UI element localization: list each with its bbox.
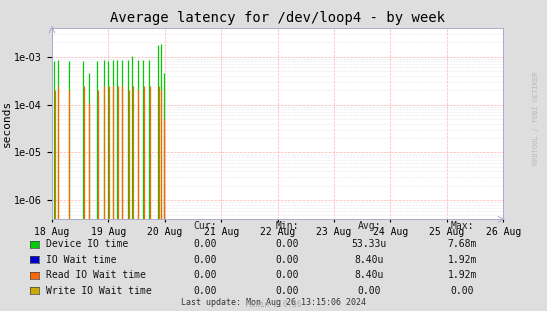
Text: 0.00: 0.00 — [194, 270, 217, 280]
Title: Average latency for /dev/loop4 - by week: Average latency for /dev/loop4 - by week — [110, 12, 445, 26]
Text: 0.00: 0.00 — [451, 286, 474, 296]
Y-axis label: seconds: seconds — [2, 100, 11, 147]
Text: 0.00: 0.00 — [194, 239, 217, 249]
Text: 8.40u: 8.40u — [354, 255, 384, 265]
Text: Max:: Max: — [451, 220, 474, 230]
Text: 0.00: 0.00 — [194, 255, 217, 265]
Text: Device IO time: Device IO time — [46, 239, 129, 249]
Text: 0.00: 0.00 — [358, 286, 381, 296]
Text: 0.00: 0.00 — [276, 286, 299, 296]
Text: IO Wait time: IO Wait time — [46, 255, 117, 265]
Text: Avg:: Avg: — [358, 220, 381, 230]
Text: Min:: Min: — [276, 220, 299, 230]
Text: 0.00: 0.00 — [276, 255, 299, 265]
Text: 0.00: 0.00 — [194, 286, 217, 296]
Text: RRDTOOL / TOBI OETIKER: RRDTOOL / TOBI OETIKER — [533, 72, 539, 165]
Text: 7.68m: 7.68m — [447, 239, 477, 249]
Text: 0.00: 0.00 — [276, 270, 299, 280]
Text: 0.00: 0.00 — [276, 239, 299, 249]
Text: 8.40u: 8.40u — [354, 270, 384, 280]
Text: 53.33u: 53.33u — [352, 239, 387, 249]
Text: 1.92m: 1.92m — [447, 255, 477, 265]
Text: Read IO Wait time: Read IO Wait time — [46, 270, 147, 280]
Text: 1.92m: 1.92m — [447, 270, 477, 280]
Text: Cur:: Cur: — [194, 220, 217, 230]
Text: Last update: Mon Aug 26 13:15:06 2024: Last update: Mon Aug 26 13:15:06 2024 — [181, 299, 366, 307]
Text: Munin 2.0.56: Munin 2.0.56 — [246, 300, 301, 309]
Text: Write IO Wait time: Write IO Wait time — [46, 286, 152, 296]
